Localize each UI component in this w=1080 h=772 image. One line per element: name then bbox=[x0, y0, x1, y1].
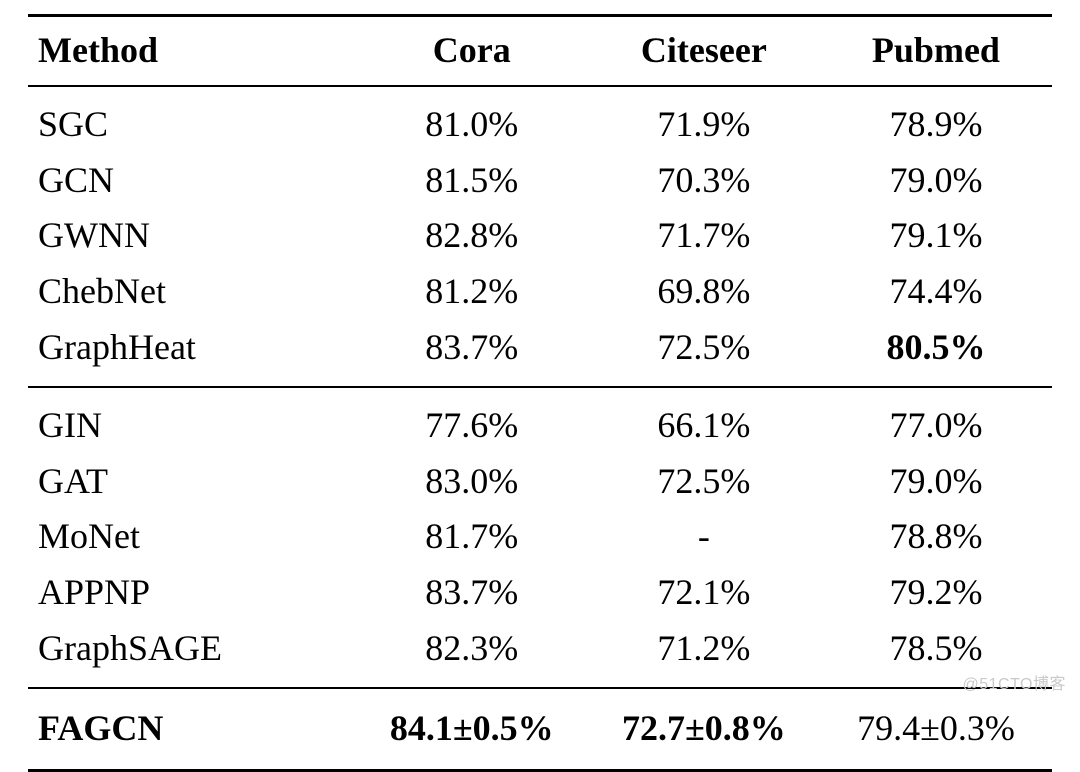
value-cell: 84.1±0.5% bbox=[356, 688, 588, 770]
value-cell: 74.4% bbox=[820, 264, 1052, 320]
value-cell: 83.7% bbox=[356, 565, 588, 621]
col-citeseer: Citeseer bbox=[588, 16, 820, 86]
table-row: ChebNet81.2%69.8%74.4% bbox=[28, 264, 1052, 320]
value-cell: - bbox=[588, 509, 820, 565]
value-cell: 81.7% bbox=[356, 509, 588, 565]
value-cell: 70.3% bbox=[588, 153, 820, 209]
value-cell: 79.2% bbox=[820, 565, 1052, 621]
method-cell: GAT bbox=[28, 454, 356, 510]
value-cell: 83.0% bbox=[356, 454, 588, 510]
method-cell: FAGCN bbox=[28, 688, 356, 770]
value-cell: 82.3% bbox=[356, 621, 588, 688]
value-cell: 71.7% bbox=[588, 208, 820, 264]
table-row: GWNN82.8%71.7%79.1% bbox=[28, 208, 1052, 264]
table-row: GraphHeat83.7%72.5%80.5% bbox=[28, 320, 1052, 387]
method-cell: ChebNet bbox=[28, 264, 356, 320]
method-cell: GCN bbox=[28, 153, 356, 209]
value-cell: 72.1% bbox=[588, 565, 820, 621]
method-cell: GraphHeat bbox=[28, 320, 356, 387]
method-cell: SGC bbox=[28, 86, 356, 153]
table-row: GIN77.6%66.1%77.0% bbox=[28, 387, 1052, 454]
table-row: SGC81.0%71.9%78.9% bbox=[28, 86, 1052, 153]
value-cell: 69.8% bbox=[588, 264, 820, 320]
col-method: Method bbox=[28, 16, 356, 86]
value-cell: 72.5% bbox=[588, 320, 820, 387]
value-cell: 71.9% bbox=[588, 86, 820, 153]
table-row: GraphSAGE82.3%71.2%78.5% bbox=[28, 621, 1052, 688]
value-cell: 72.7±0.8% bbox=[588, 688, 820, 770]
table-header-row: Method Cora Citeseer Pubmed bbox=[28, 16, 1052, 86]
value-cell: 81.0% bbox=[356, 86, 588, 153]
value-cell: 79.4±0.3% bbox=[820, 688, 1052, 770]
table-row: GCN81.5%70.3%79.0% bbox=[28, 153, 1052, 209]
value-cell: 79.0% bbox=[820, 153, 1052, 209]
value-cell: 80.5% bbox=[820, 320, 1052, 387]
value-cell: 72.5% bbox=[588, 454, 820, 510]
col-pubmed: Pubmed bbox=[820, 16, 1052, 86]
table-body: SGC81.0%71.9%78.9%GCN81.5%70.3%79.0%GWNN… bbox=[28, 86, 1052, 770]
col-cora: Cora bbox=[356, 16, 588, 86]
method-cell: MoNet bbox=[28, 509, 356, 565]
method-cell: GraphSAGE bbox=[28, 621, 356, 688]
value-cell: 71.2% bbox=[588, 621, 820, 688]
table-row: MoNet81.7%-78.8% bbox=[28, 509, 1052, 565]
method-cell: APPNP bbox=[28, 565, 356, 621]
method-cell: GIN bbox=[28, 387, 356, 454]
results-table: Method Cora Citeseer Pubmed SGC81.0%71.9… bbox=[28, 14, 1052, 772]
value-cell: 66.1% bbox=[588, 387, 820, 454]
value-cell: 79.0% bbox=[820, 454, 1052, 510]
value-cell: 79.1% bbox=[820, 208, 1052, 264]
watermark-text: @51CTO博客 bbox=[962, 670, 1066, 694]
value-cell: 81.2% bbox=[356, 264, 588, 320]
value-cell: 83.7% bbox=[356, 320, 588, 387]
value-cell: 78.8% bbox=[820, 509, 1052, 565]
value-cell: 77.0% bbox=[820, 387, 1052, 454]
value-cell: 78.9% bbox=[820, 86, 1052, 153]
table-row: APPNP83.7%72.1%79.2% bbox=[28, 565, 1052, 621]
table-row: GAT83.0%72.5%79.0% bbox=[28, 454, 1052, 510]
value-cell: 77.6% bbox=[356, 387, 588, 454]
method-cell: GWNN bbox=[28, 208, 356, 264]
value-cell: 82.8% bbox=[356, 208, 588, 264]
table-container: Method Cora Citeseer Pubmed SGC81.0%71.9… bbox=[0, 0, 1080, 772]
value-cell: 81.5% bbox=[356, 153, 588, 209]
table-row-final: FAGCN84.1±0.5%72.7±0.8%79.4±0.3% bbox=[28, 688, 1052, 770]
